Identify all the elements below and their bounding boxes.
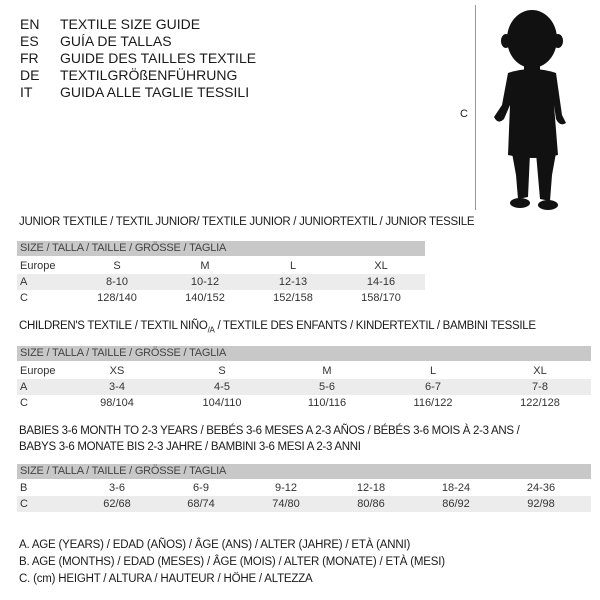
title-suffix: /A [207, 325, 215, 335]
cell: 5-6 [319, 381, 335, 393]
cell: XL [533, 365, 547, 377]
lang-code: EN [20, 16, 40, 32]
cell: 12-18 [356, 482, 386, 494]
cell: 92/98 [527, 498, 555, 510]
lang-title: GUIDE DES TAILLES TEXTILE [60, 50, 257, 66]
babies-section-title: BABIES 3-6 MONTH TO 2-3 YEARS / BEBÉS 3-… [19, 425, 520, 437]
height-measure-label: C [460, 108, 468, 120]
cell: 3-4 [109, 381, 125, 393]
cell: L [429, 365, 437, 377]
cell: M [200, 260, 210, 272]
row-label: C [20, 397, 28, 409]
cell: M [322, 365, 332, 377]
table-row: C 62/68 68/74 74/80 80/86 86/92 92/98 [17, 496, 591, 512]
legend-a: A. AGE (YEARS) / EDAD (AÑOS) / ÂGE (ANS)… [19, 539, 411, 551]
legend-c: C. (cm) HEIGHT / ALTURA / HAUTEUR / HÖHE… [19, 573, 313, 585]
cell: 62/68 [103, 498, 131, 510]
cell: 122/128 [520, 397, 560, 409]
row-label: C [20, 292, 28, 304]
cell: 24-36 [526, 482, 556, 494]
lang-code: FR [20, 50, 39, 66]
row-label: Europe [20, 365, 56, 377]
cell: 3-6 [109, 482, 125, 494]
babies-size-table: SIZE / TALLA / TAILLE / GRÖSSE / TAGLIA … [17, 464, 591, 512]
size-header: SIZE / TALLA / TAILLE / GRÖSSE / TAGLIA [17, 346, 591, 361]
cell: 98/104 [100, 397, 134, 409]
cell: 116/122 [413, 397, 453, 409]
row-label: A [20, 276, 28, 288]
cell: 140/152 [185, 292, 225, 304]
size-header: SIZE / TALLA / TAILLE / GRÖSSE / TAGLIA [17, 241, 425, 256]
cell: 80/86 [357, 498, 385, 510]
junior-section-title: JUNIOR TEXTILE / TEXTIL JUNIOR/ TEXTILE … [19, 216, 475, 228]
lang-title: TEXTILGRÖßENFÜHRUNG [60, 67, 238, 83]
row-label: Europe [20, 260, 56, 272]
table-row: C 128/140 140/152 152/158 158/170 [17, 290, 425, 306]
cell: 152/158 [273, 292, 313, 304]
cell: 104/110 [202, 397, 242, 409]
cell: 4-5 [214, 381, 230, 393]
cell: XS [109, 365, 125, 377]
cell: 110/116 [307, 397, 347, 409]
legend-b: B. AGE (MONTHS) / EDAD (MESES) / ÂGE (MO… [19, 556, 445, 568]
cell: 128/140 [97, 292, 137, 304]
cell: 6-9 [193, 482, 209, 494]
cell: 9-12 [274, 482, 298, 494]
lang-title: GUIDA ALLE TAGLIE TESSILI [60, 84, 250, 100]
height-measure-line [475, 5, 476, 210]
table-row: Europe S M L XL [17, 258, 425, 274]
cell: 68/74 [187, 498, 215, 510]
cell: 14-16 [366, 276, 396, 288]
baby-silhouette-icon [494, 10, 566, 210]
row-label: C [20, 498, 28, 510]
babies-section-title: BABYS 3-6 MONATE BIS 2-3 JAHRE / BAMBINI… [19, 441, 361, 453]
lang-code: IT [20, 84, 33, 100]
cell: 158/170 [361, 292, 401, 304]
cell: 8-10 [105, 276, 129, 288]
lang-title: TEXTILE SIZE GUIDE [60, 16, 201, 32]
cell: 12-13 [278, 276, 308, 288]
row-label: B [20, 482, 28, 494]
cell: S [113, 260, 121, 272]
row-label: A [20, 381, 28, 393]
table-row: Europe XS S M L XL [17, 363, 591, 379]
cell: S [218, 365, 226, 377]
cell: 10-12 [190, 276, 220, 288]
table-row: C 98/104 104/110 110/116 116/122 122/128 [17, 395, 591, 411]
table-row: B 3-6 6-9 9-12 12-18 18-24 24-36 [17, 480, 591, 496]
cell: XL [374, 260, 388, 272]
lang-code: ES [20, 33, 39, 49]
table-row: A 8-10 10-12 12-13 14-16 [17, 274, 425, 290]
title-text: / TEXTILE DES ENFANTS / KINDERTEXTIL / B… [214, 320, 536, 332]
cell: 6-7 [425, 381, 441, 393]
cell: L [289, 260, 297, 272]
title-text: CHILDREN'S TEXTILE / TEXTIL NIÑO [19, 320, 208, 332]
cell: 18-24 [441, 482, 471, 494]
junior-size-table: SIZE / TALLA / TAILLE / GRÖSSE / TAGLIA … [17, 241, 425, 306]
cell: 86/92 [442, 498, 470, 510]
children-section-title: CHILDREN'S TEXTILE / TEXTIL NIÑO/A / TEX… [19, 320, 536, 334]
children-size-table: SIZE / TALLA / TAILLE / GRÖSSE / TAGLIA … [17, 346, 591, 411]
cell: 74/80 [272, 498, 300, 510]
table-row: A 3-4 4-5 5-6 6-7 7-8 [17, 379, 591, 395]
lang-title: GUÍA DE TALLAS [60, 33, 172, 49]
cell: 7-8 [532, 381, 548, 393]
size-header: SIZE / TALLA / TAILLE / GRÖSSE / TAGLIA [17, 464, 591, 479]
lang-code: DE [20, 67, 40, 83]
